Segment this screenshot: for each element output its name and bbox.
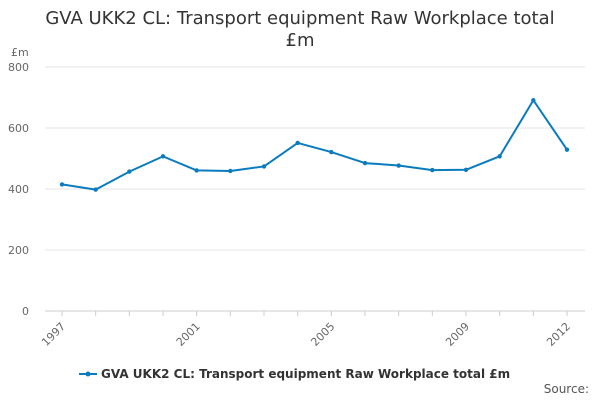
x-tick-label: 2001 <box>174 320 203 349</box>
data-point <box>463 167 469 172</box>
y-axis-label: £m <box>11 46 29 59</box>
y-tick-label: 200 <box>8 244 29 257</box>
series-line <box>61 99 568 191</box>
chart-title-line-1: GVA UKK2 CL: Transport equipment Raw Wor… <box>45 8 555 29</box>
data-point <box>59 182 65 187</box>
data-point <box>329 149 334 155</box>
data-point <box>531 98 536 103</box>
data-point <box>497 154 502 159</box>
gridlines <box>45 66 585 312</box>
x-tick-label: 2012 <box>544 320 573 349</box>
data-point <box>261 164 267 169</box>
chart-title-line-2: £m <box>285 30 315 51</box>
y-tick-label: 600 <box>8 122 29 135</box>
series-layer <box>59 98 570 192</box>
data-point <box>430 167 435 173</box>
y-tick-label: 800 <box>8 61 29 74</box>
data-point <box>564 147 570 152</box>
data-point <box>127 169 132 174</box>
data-point <box>295 140 300 146</box>
data-point <box>396 163 401 168</box>
axes: 0 200 400 600 800 £m 1997 2001 2005 2009 2012 <box>8 46 573 349</box>
legend: GVA UKK2 CL: Transport equipment Raw Wor… <box>79 367 589 396</box>
x-tick-label: 1997 <box>39 320 68 349</box>
x-tick-label: 2009 <box>443 320 472 349</box>
legend-label: GVA UKK2 CL: Transport equipment Raw Wor… <box>101 367 510 381</box>
data-point <box>228 168 233 174</box>
y-tick-label: 0 <box>22 305 29 318</box>
legend-swatch-marker <box>85 371 91 377</box>
data-point <box>362 160 368 166</box>
y-tick-label: 400 <box>8 183 29 196</box>
data-point <box>93 187 98 192</box>
x-tick-label: 2005 <box>308 320 337 349</box>
source-label: Source: <box>544 382 589 396</box>
data-point <box>160 154 166 159</box>
data-point <box>194 168 199 173</box>
